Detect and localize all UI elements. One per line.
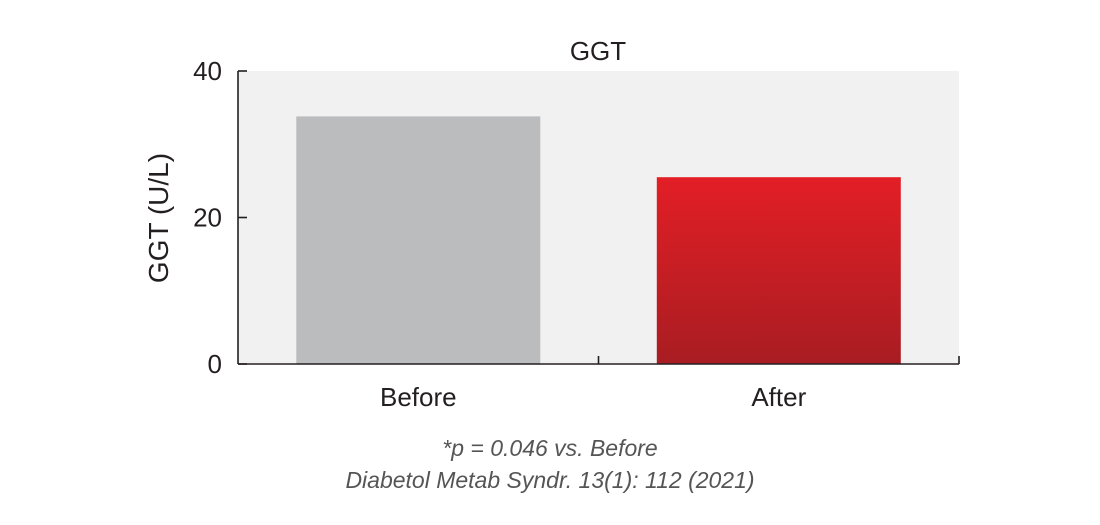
bars: [296, 116, 901, 365]
x-tick-label-before: Before: [380, 382, 457, 412]
x-tick-label-after: After: [751, 382, 806, 412]
bar-before: [296, 116, 541, 365]
chart-title: GGT: [570, 36, 626, 66]
x-axis-ticks: Before After: [380, 356, 960, 412]
bar-after: [656, 177, 901, 364]
y-tick-label-0: 0: [208, 349, 222, 379]
y-axis-label: GGT (U/L): [143, 153, 174, 283]
y-tick-label-40: 40: [193, 56, 222, 86]
citation-note: Diabetol Metab Syndr. 13(1): 112 (2021): [345, 467, 754, 493]
y-axis-ticks: 0 20 40: [193, 56, 247, 379]
y-tick-label-20: 20: [193, 203, 222, 233]
significance-note: *p = 0.046 vs. Before: [442, 435, 657, 461]
